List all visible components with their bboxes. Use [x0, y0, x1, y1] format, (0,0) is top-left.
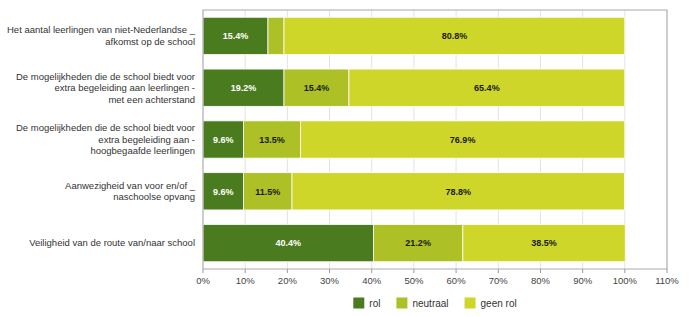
category-label: Veiligheid van de route van/naar school [29, 237, 195, 248]
data-label: 65.4% [474, 83, 500, 93]
data-labels: 15.4% 19.2% 9.6% 9.6% 40.4% 15.4% 13.5% 11.5% 21… [213, 31, 557, 248]
category-label-line: met een achterstand [108, 94, 195, 105]
data-label: 40.4% [275, 238, 301, 248]
category-label-line: naschoolse opvang [113, 191, 195, 202]
category-label-line: hoogbegaafde leerlingen [90, 145, 195, 156]
bar-segment [373, 224, 462, 261]
category-label: De mogelijkheden die de school biedt voo… [16, 122, 195, 156]
tick-label: 50% [404, 275, 424, 286]
bar-segment [243, 121, 300, 158]
tick-mark [624, 269, 625, 273]
legend-swatch [396, 298, 407, 309]
x-axis: 0% 10% 20% 30% 40% 50% 60% 70% 80% 90% 100% 110% [196, 269, 679, 286]
category-label-line: De mogelijkheden die de school biedt voo… [16, 122, 195, 133]
data-label: 9.6% [213, 187, 234, 197]
data-label: 80.8% [442, 31, 468, 41]
category-label: De mogelijkheden die de school biedt voo… [16, 71, 195, 105]
tick-label: 30% [320, 275, 340, 286]
tick-label: 100% [613, 275, 638, 286]
data-label: 15.4% [223, 31, 249, 41]
tick-mark [371, 269, 372, 273]
bar-segment [300, 121, 624, 158]
tick-mark [287, 269, 288, 273]
legend-label: geen rol [481, 298, 517, 309]
tick-mark [540, 269, 541, 273]
tick-label: 110% [655, 275, 679, 286]
category-label-line: Veiligheid van de route van/naar school [29, 237, 195, 248]
chart: Het aantal leerlingen van niet-Nederland… [0, 0, 689, 317]
data-label: 15.4% [304, 83, 330, 93]
bar-segment [349, 69, 625, 106]
tick-mark [413, 269, 414, 273]
bar-segment [268, 17, 284, 54]
bar-segment [284, 17, 625, 54]
tick-mark [582, 269, 583, 273]
legend-label: neutraal [412, 298, 448, 309]
category-label-line: afkomst op de school [105, 36, 195, 47]
legend-item: geen rol [465, 298, 517, 309]
bar-segment [463, 224, 625, 261]
legend-label: rol [369, 298, 380, 309]
category-label: Aanwezigheid van voor en/of _naschoolse … [65, 180, 196, 203]
tick-label: 20% [278, 275, 298, 286]
bar-segment [203, 224, 373, 261]
bar-segment [243, 173, 292, 210]
legend-item: neutraal [396, 298, 448, 309]
category-label-line: extra begeleiding aan leerlingen - [55, 82, 196, 93]
bar-segment [203, 17, 268, 54]
data-label: 19.2% [231, 83, 257, 93]
plot-frame [203, 10, 667, 269]
category-label-line: Aanwezigheid van voor en/of _ [65, 180, 196, 191]
bars [203, 17, 625, 261]
legend-swatch [353, 298, 364, 309]
data-label: 38.5% [531, 238, 557, 248]
data-label: 76.9% [450, 135, 476, 145]
category-label: Het aantal leerlingen van niet-Nederland… [7, 24, 196, 47]
y-axis-labels: Het aantal leerlingen van niet-Nederland… [7, 24, 196, 248]
grid [203, 10, 667, 269]
data-label: 11.5% [255, 187, 280, 197]
bar-segment [203, 69, 284, 106]
data-label: 13.5% [259, 135, 285, 145]
legend: rol neutraal geen rol [353, 298, 516, 309]
tick-label: 0% [196, 275, 210, 286]
tick-label: 10% [236, 275, 256, 286]
tick-mark [203, 269, 204, 273]
category-label-line: Het aantal leerlingen van niet-Nederland… [7, 24, 196, 35]
tick-mark [245, 269, 246, 273]
bar-segment [203, 173, 243, 210]
tick-mark [329, 269, 330, 273]
tick-label: 90% [573, 275, 593, 286]
tick-label: 70% [489, 275, 509, 286]
tick-label: 80% [531, 275, 551, 286]
legend-swatch [465, 298, 476, 309]
tick-mark [456, 269, 457, 273]
category-label-line: De mogelijkheden die de school biedt voo… [16, 71, 195, 82]
data-label: 9.6% [213, 135, 234, 145]
data-label: 78.8% [445, 187, 471, 197]
tick-label: 40% [362, 275, 382, 286]
tick-label: 60% [447, 275, 467, 286]
bar-segment [203, 121, 243, 158]
tick-mark [498, 269, 499, 273]
data-label: 21.2% [405, 238, 431, 248]
tick-mark [667, 269, 668, 273]
category-label-line: extra begeleiding aan - [98, 134, 195, 145]
legend-item: rol [353, 298, 380, 309]
bar-segment [284, 69, 349, 106]
bar-segment [292, 173, 624, 210]
